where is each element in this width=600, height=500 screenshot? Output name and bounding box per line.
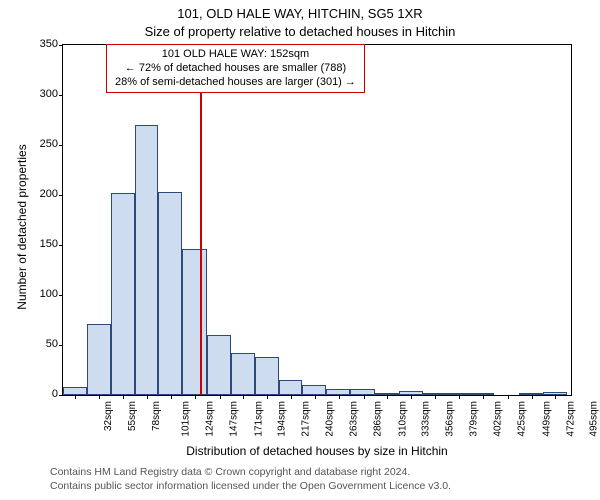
x-tick-mark <box>267 395 268 399</box>
x-tick-label: 55sqm <box>127 401 138 431</box>
x-tick-label: 472sqm <box>565 401 576 437</box>
histogram-bar <box>135 125 159 395</box>
histogram-bar <box>158 192 182 395</box>
y-tick-mark <box>59 245 63 246</box>
x-tick-mark <box>291 395 292 399</box>
y-tick-mark <box>59 195 63 196</box>
annotation-line-1: 101 OLD HALE WAY: 152sqm <box>115 48 356 62</box>
histogram-bar <box>326 389 350 395</box>
x-tick-label: 495sqm <box>589 401 600 437</box>
x-tick-label: 124sqm <box>204 401 215 437</box>
x-tick-label: 194sqm <box>277 401 288 437</box>
x-tick-mark <box>147 395 148 399</box>
y-tick-label: 100 <box>40 288 58 300</box>
x-tick-mark <box>99 395 100 399</box>
y-tick-mark <box>59 295 63 296</box>
x-tick-label: 32sqm <box>103 401 114 431</box>
x-tick-mark <box>315 395 316 399</box>
x-tick-label: 333sqm <box>421 401 432 437</box>
y-tick-mark <box>59 345 63 346</box>
x-tick-mark <box>364 395 365 399</box>
x-tick-mark <box>435 395 436 399</box>
x-tick-label: 101sqm <box>181 401 192 437</box>
x-tick-label: 379sqm <box>469 401 480 437</box>
x-tick-label: 217sqm <box>301 401 312 437</box>
x-tick-label: 147sqm <box>228 401 239 437</box>
x-tick-mark <box>555 395 556 399</box>
footer-attribution: Contains HM Land Registry data © Crown c… <box>50 466 451 493</box>
x-tick-label: 425sqm <box>516 401 527 437</box>
y-tick-mark <box>59 45 63 46</box>
x-tick-mark <box>195 395 196 399</box>
histogram-bar <box>207 335 231 395</box>
x-tick-label: 263sqm <box>349 401 360 437</box>
reference-line <box>200 45 202 395</box>
y-axis-label: Number of detached properties <box>15 77 29 377</box>
x-tick-mark <box>411 395 412 399</box>
histogram-bar <box>399 391 423 395</box>
x-tick-mark <box>339 395 340 399</box>
histogram-bar <box>302 385 326 395</box>
footer-line-1: Contains HM Land Registry data © Crown c… <box>50 466 451 480</box>
histogram-bar <box>470 393 494 395</box>
x-tick-label: 78sqm <box>151 401 162 431</box>
histogram-bar <box>231 353 255 395</box>
x-tick-mark <box>483 395 484 399</box>
chart-container: 101, OLD HALE WAY, HITCHIN, SG5 1XR Size… <box>0 0 600 500</box>
x-tick-mark <box>532 395 533 399</box>
annotation-line-3: 28% of semi-detached houses are larger (… <box>115 76 356 90</box>
histogram-bar <box>350 389 375 395</box>
x-tick-mark <box>220 395 221 399</box>
x-tick-mark <box>508 395 509 399</box>
histogram-bar <box>519 393 543 395</box>
histogram-bar <box>182 249 207 395</box>
y-tick-label: 300 <box>40 88 58 100</box>
histogram-bar <box>111 193 135 395</box>
y-tick-label: 150 <box>40 238 58 250</box>
x-tick-mark <box>459 395 460 399</box>
x-tick-label: 286sqm <box>372 401 383 437</box>
y-tick-label: 250 <box>40 138 58 150</box>
y-tick-mark <box>59 95 63 96</box>
x-tick-mark <box>123 395 124 399</box>
y-tick-label: 350 <box>40 38 58 50</box>
annotation-box: 101 OLD HALE WAY: 152sqm ← 72% of detach… <box>106 44 365 93</box>
histogram-bar <box>423 393 447 395</box>
chart-title-address: 101, OLD HALE WAY, HITCHIN, SG5 1XR <box>0 6 600 21</box>
histogram-bar <box>375 393 399 395</box>
histogram-bar <box>87 324 111 395</box>
x-tick-label: 240sqm <box>325 401 336 437</box>
plot-area: 32sqm55sqm78sqm101sqm124sqm147sqm171sqm1… <box>62 44 572 396</box>
y-tick-label: 50 <box>46 338 58 350</box>
x-tick-label: 402sqm <box>493 401 504 437</box>
histogram-bar <box>255 357 279 395</box>
x-tick-label: 356sqm <box>445 401 456 437</box>
y-tick-mark <box>59 395 63 396</box>
x-tick-mark <box>387 395 388 399</box>
annotation-line-2: ← 72% of detached houses are smaller (78… <box>115 62 356 76</box>
histogram-bar <box>447 393 471 395</box>
x-tick-label: 171sqm <box>253 401 264 437</box>
x-tick-label: 449sqm <box>541 401 552 437</box>
y-tick-label: 200 <box>40 188 58 200</box>
histogram-bar <box>279 380 303 395</box>
x-axis-label: Distribution of detached houses by size … <box>62 444 572 458</box>
x-tick-mark <box>243 395 244 399</box>
y-tick-label: 0 <box>52 388 58 400</box>
histogram-bar <box>63 387 87 395</box>
footer-line-2: Contains public sector information licen… <box>50 480 451 494</box>
y-tick-mark <box>59 145 63 146</box>
chart-title-description: Size of property relative to detached ho… <box>0 24 600 39</box>
x-tick-mark <box>75 395 76 399</box>
histogram-bar <box>543 392 567 395</box>
x-tick-label: 310sqm <box>397 401 408 437</box>
x-tick-mark <box>171 395 172 399</box>
